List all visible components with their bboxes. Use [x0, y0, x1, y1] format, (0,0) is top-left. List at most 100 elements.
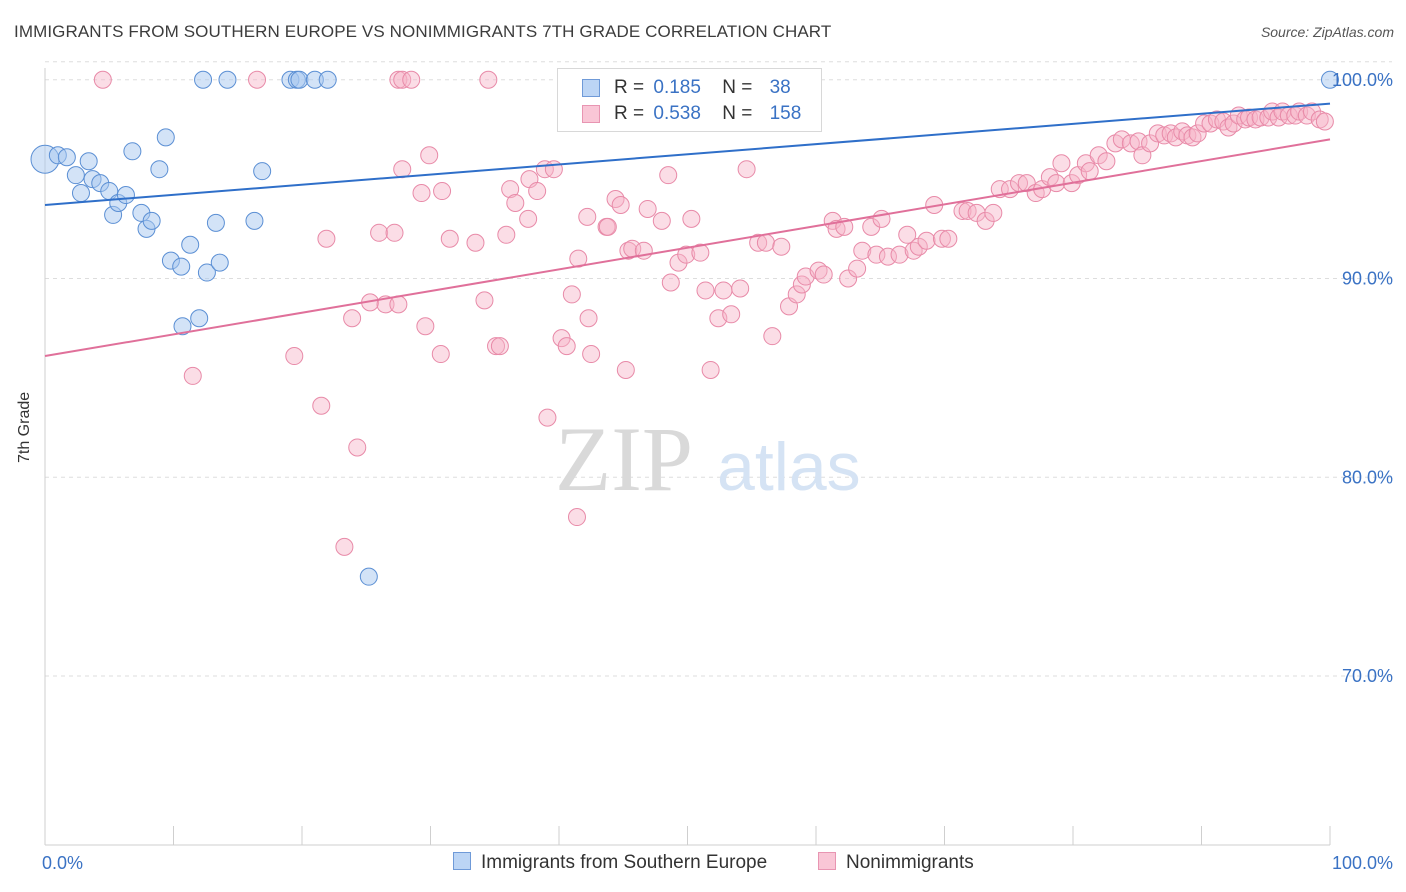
- nonimmigrants-point: [890, 245, 909, 264]
- nonimmigrants-point: [1129, 132, 1148, 151]
- nonimmigrants-point: [1315, 112, 1334, 131]
- legend-r-label: R =: [614, 103, 645, 124]
- nonimmigrants-point: [917, 231, 936, 250]
- nonimmigrants-point: [519, 209, 538, 228]
- legend-r-label: R =: [614, 77, 645, 98]
- southern-europe-point: [210, 253, 229, 272]
- nonimmigrants-point: [598, 217, 617, 236]
- nonimmigrants-point: [669, 253, 688, 272]
- y-tick-label: 100.0%: [1332, 70, 1393, 90]
- nonimmigrants-point: [722, 305, 741, 324]
- nonimmigrants-point: [528, 182, 547, 201]
- nonimmigrants-point: [579, 309, 598, 328]
- southern-europe-point: [66, 166, 85, 185]
- stats-legend: R = 0.185 N = 38 R = 0.538 N = 158: [557, 68, 822, 132]
- southern-europe-point: [245, 211, 264, 230]
- nonimmigrants-point: [497, 225, 516, 244]
- southern-europe-point: [71, 184, 90, 203]
- nonimmigrants-point: [737, 160, 756, 179]
- nonimmigrants-point: [1121, 134, 1140, 153]
- x-tick-label: 100.0%: [1332, 853, 1393, 873]
- legend-r-value: 0.185: [653, 77, 701, 98]
- nonimmigrants-point: [682, 209, 701, 228]
- legend-r-value: 0.538: [653, 103, 701, 124]
- nonimmigrants-point: [370, 223, 389, 242]
- nonimmigrants-point: [544, 160, 563, 179]
- nonimmigrants-point: [578, 207, 597, 226]
- nonimmigrants-point: [433, 182, 452, 201]
- x-tick-label: 0.0%: [42, 853, 83, 873]
- legend-swatch-pink: [582, 105, 600, 123]
- southern-europe-point: [172, 257, 191, 276]
- southern-europe-point: [194, 70, 213, 89]
- nonimmigrants-point: [93, 70, 112, 89]
- southern-europe-point: [206, 213, 225, 232]
- southern-europe-point: [290, 70, 309, 89]
- nonimmigrants-point: [487, 337, 506, 356]
- nonimmigrants-point: [1017, 174, 1036, 193]
- nonimmigrants-point: [953, 201, 972, 220]
- nonimmigrants-point: [878, 247, 897, 266]
- nonimmigrants-point: [853, 241, 872, 260]
- nonimmigrants-point: [714, 281, 733, 300]
- nonimmigrants-point: [285, 347, 304, 366]
- nonimmigrants-point: [939, 229, 958, 248]
- southern-europe-point: [173, 317, 192, 336]
- nonimmigrants-point: [652, 211, 671, 230]
- southern-europe-point: [181, 235, 200, 254]
- nonimmigrants-point: [691, 243, 710, 262]
- nonimmigrants-point: [183, 366, 202, 385]
- nonimmigrants-point: [506, 193, 525, 212]
- nonimmigrants-point: [606, 190, 625, 209]
- southern-europe-point: [79, 152, 98, 171]
- nonimmigrants-point: [696, 281, 715, 300]
- southern-europe-point: [156, 128, 175, 147]
- watermark-zip: ZIP: [555, 408, 693, 510]
- southern-europe-point: [253, 162, 272, 181]
- nonimmigrants-point: [416, 317, 435, 336]
- nonimmigrants-point: [839, 269, 858, 288]
- y-tick-label: 70.0%: [1342, 666, 1393, 686]
- nonimmigrants-point: [1047, 174, 1066, 193]
- nonimmigrants-point: [412, 184, 431, 203]
- southern-europe-trend-line: [44, 102, 1331, 206]
- legend-swatch-pink: [818, 852, 836, 870]
- nonimmigrants-point: [348, 438, 367, 457]
- nonimmigrants-point: [701, 360, 720, 379]
- southern-europe-point: [197, 263, 216, 282]
- legend-label: Nonimmigrants: [846, 852, 974, 873]
- bottom-legend-southern-europe: Immigrants from Southern Europe: [453, 852, 767, 874]
- nonimmigrants-point: [990, 180, 1009, 199]
- nonimmigrants-point: [976, 211, 995, 230]
- southern-europe-point: [359, 567, 378, 586]
- nonimmigrants-point: [1303, 102, 1322, 121]
- southern-europe-point: [190, 309, 209, 328]
- y-axis-title: 7th Grade: [16, 391, 33, 463]
- bottom-legend-nonimmigrants: Nonimmigrants: [818, 852, 974, 874]
- nonimmigrants-point: [1188, 124, 1207, 143]
- trend-lines: [44, 102, 1331, 358]
- southern-europe-point: [57, 148, 76, 167]
- nonimmigrants-point: [312, 396, 331, 415]
- legend-swatch-blue: [453, 852, 471, 870]
- nonimmigrants-point: [569, 249, 588, 268]
- nonimmigrants-point: [479, 70, 498, 89]
- nonimmigrants-point: [756, 233, 775, 252]
- nonimmigrants-point: [827, 219, 846, 238]
- y-tick-label: 80.0%: [1342, 467, 1393, 487]
- watermark: ZIP atlas: [555, 408, 861, 510]
- nonimmigrants-point: [343, 309, 362, 328]
- nonimmigrants-point: [440, 229, 459, 248]
- nonimmigrants-point: [466, 233, 485, 252]
- nonimmigrants-point: [1141, 134, 1160, 153]
- nonimmigrants-point: [661, 273, 680, 292]
- nonimmigrants-point: [814, 265, 833, 284]
- nonimmigrants-point: [731, 279, 750, 298]
- southern-europe-point: [318, 70, 337, 89]
- nonimmigrants-point: [867, 245, 886, 264]
- nonimmigrants-point: [248, 70, 267, 89]
- nonimmigrants-point: [389, 70, 408, 89]
- nonimmigrants-point: [1155, 126, 1174, 145]
- legend-n-value: 38: [769, 77, 791, 98]
